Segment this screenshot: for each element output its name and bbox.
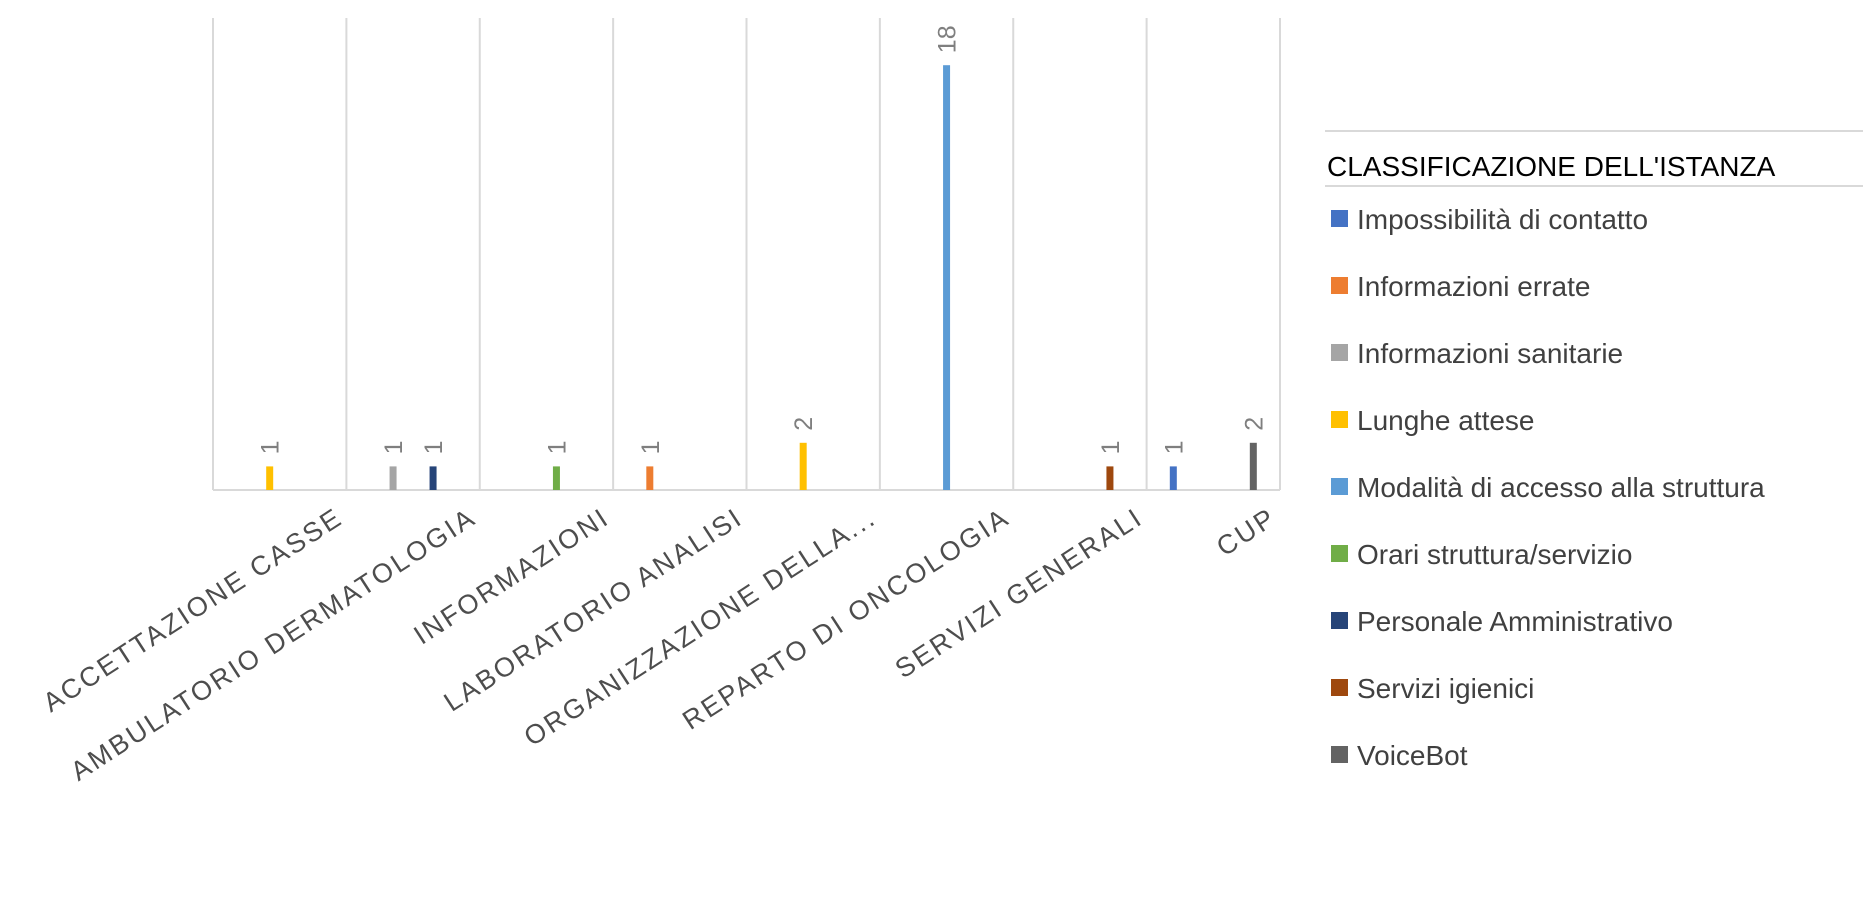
data-label: 2	[790, 417, 818, 431]
legend-label: Informazioni sanitarie	[1357, 338, 1623, 369]
legend-swatch	[1331, 210, 1348, 227]
data-label: 1	[1160, 440, 1188, 454]
data-label: 1	[257, 440, 285, 454]
legend-item: Modalità di accesso alla struttura	[1331, 472, 1765, 503]
legend-label: Modalità di accesso alla struttura	[1357, 472, 1765, 503]
legend-label: VoiceBot	[1357, 740, 1468, 771]
legend-swatch	[1331, 277, 1348, 294]
legend-swatch	[1331, 411, 1348, 428]
legend-item: Servizi igienici	[1331, 673, 1534, 704]
legend-items: Impossibilità di contatto Informazioni er…	[1331, 204, 1765, 771]
data-label: 1	[380, 440, 408, 454]
legend-swatch	[1331, 545, 1348, 562]
data-label: 1	[637, 440, 665, 454]
bar	[800, 443, 807, 490]
legend-swatch	[1331, 478, 1348, 495]
data-label: 18	[934, 25, 962, 53]
data-label: 1	[420, 440, 448, 454]
legend-label: Orari struttura/servizio	[1357, 539, 1632, 570]
legend: CLASSIFICAZIONE DELL'ISTANZA Impossibili…	[1325, 131, 1863, 771]
data-label: 1	[543, 440, 571, 454]
legend-item: Informazioni sanitarie	[1331, 338, 1623, 369]
legend-swatch	[1331, 612, 1348, 629]
legend-item: Lunghe attese	[1331, 405, 1535, 436]
bar	[646, 466, 653, 490]
bar	[390, 466, 397, 490]
legend-label: Servizi igienici	[1357, 673, 1534, 704]
legend-item: Informazioni errate	[1331, 271, 1590, 302]
x-tick-label: SERVIZI GENERALI	[890, 502, 1148, 684]
legend-item: Impossibilità di contatto	[1331, 204, 1648, 235]
legend-label: Personale Amministrativo	[1357, 606, 1673, 637]
legend-swatch	[1331, 344, 1348, 361]
legend-label: Lunghe attese	[1357, 405, 1535, 436]
bar	[1250, 443, 1257, 490]
bar	[430, 466, 437, 490]
bar	[553, 466, 560, 490]
bar-layer	[266, 65, 1257, 490]
x-tick-label: CUP	[1211, 502, 1281, 562]
bar	[943, 65, 950, 490]
legend-swatch	[1331, 679, 1348, 696]
legend-item: Orari struttura/servizio	[1331, 539, 1632, 570]
legend-swatch	[1331, 746, 1348, 763]
bar	[1170, 466, 1177, 490]
data-label: 1	[1097, 440, 1125, 454]
bar	[1106, 466, 1113, 490]
legend-item: VoiceBot	[1331, 740, 1468, 771]
grid-layer	[213, 18, 1280, 490]
legend-title: CLASSIFICAZIONE DELL'ISTANZA	[1327, 151, 1776, 182]
data-label: 2	[1240, 417, 1268, 431]
legend-label: Impossibilità di contatto	[1357, 204, 1648, 235]
legend-label: Informazioni errate	[1357, 271, 1590, 302]
bar	[266, 466, 273, 490]
legend-item: Personale Amministrativo	[1331, 606, 1673, 637]
